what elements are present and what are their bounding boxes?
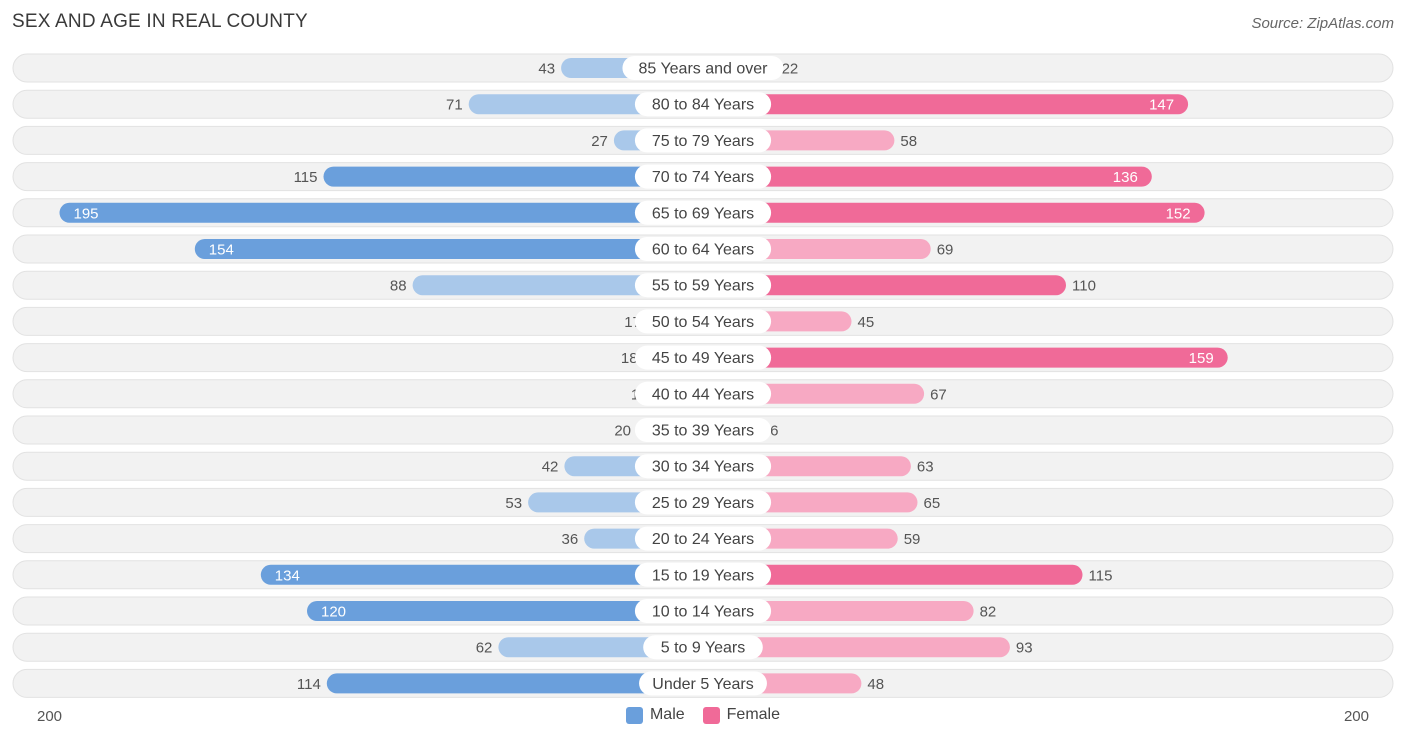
male-value-label: 27 <box>591 133 608 150</box>
female-bar <box>703 202 1205 223</box>
category-label-pill <box>634 381 772 406</box>
category-label: 20 to 24 Years <box>652 531 754 548</box>
legend-label-female: Female <box>726 706 781 723</box>
category-label: 70 to 74 Years <box>652 169 754 186</box>
category-label-pill <box>634 273 772 298</box>
axis-left-max-label: 200 <box>37 708 63 725</box>
category-label: 30 to 34 Years <box>652 459 754 476</box>
male-value-label: 114 <box>297 676 321 693</box>
category-label-pill <box>634 418 772 442</box>
category-label-pill <box>639 671 767 696</box>
male-value-label: 88 <box>390 278 407 295</box>
category-label: 60 to 64 Years <box>652 242 754 259</box>
legend-swatch-female <box>702 706 720 724</box>
female-value-label: 152 <box>1166 205 1191 222</box>
female-value-label: 48 <box>867 676 884 693</box>
legend-swatch-male <box>625 706 643 724</box>
male-value-label: 18 <box>621 350 638 367</box>
category-label-pill <box>622 56 784 80</box>
male-value-label: 20 <box>614 423 631 440</box>
category-label: 25 to 29 Years <box>652 495 754 512</box>
legend-item-male[interactable]: Male <box>625 706 685 724</box>
category-label-pill <box>634 454 772 479</box>
female-bar <box>703 94 1189 115</box>
male-value-label: 195 <box>74 205 99 222</box>
male-bar <box>326 673 703 694</box>
legend: Male Female <box>0 706 1406 724</box>
category-label: 85 Years and over <box>639 61 769 78</box>
category-label: 45 to 49 Years <box>652 350 754 367</box>
male-bar <box>260 564 703 585</box>
category-label: 15 to 19 Years <box>652 567 754 584</box>
male-bar <box>323 166 703 187</box>
category-label-pill <box>634 345 772 370</box>
category-label: 65 to 69 Years <box>652 205 754 222</box>
category-label: 10 to 14 Years <box>652 604 754 621</box>
female-value-label: 63 <box>917 459 934 476</box>
female-value-label: 67 <box>930 386 947 403</box>
male-bar <box>307 601 703 621</box>
male-value-label: 53 <box>505 495 522 512</box>
male-value-label: 42 <box>542 459 559 476</box>
category-label: 80 to 84 Years <box>652 97 754 114</box>
male-bar <box>59 202 703 223</box>
female-bar <box>703 166 1152 187</box>
category-label: 55 to 59 Years <box>652 278 754 295</box>
female-value-label: 136 <box>1113 169 1138 186</box>
female-value-label: 110 <box>1072 278 1096 295</box>
category-label-pill <box>634 599 772 623</box>
category-label-pill <box>643 635 763 660</box>
male-bar <box>194 239 704 259</box>
female-value-label: 147 <box>1149 97 1174 114</box>
female-bar <box>703 601 974 621</box>
female-value-label: 93 <box>1016 640 1033 657</box>
female-bar <box>703 637 1010 658</box>
male-value-label: 134 <box>275 567 300 584</box>
source-label: Source: ZipAtlas.com <box>1251 15 1394 32</box>
female-bar <box>703 347 1228 368</box>
female-bar <box>703 275 1066 296</box>
female-value-label: 82 <box>980 604 997 621</box>
female-value-label: 59 <box>904 531 921 548</box>
category-label: 50 to 54 Years <box>652 314 754 331</box>
category-label-pill <box>634 200 772 225</box>
male-value-label: 71 <box>446 97 463 114</box>
male-value-label: 36 <box>562 531 579 548</box>
male-value-label: 43 <box>538 61 555 78</box>
category-label-pill <box>634 164 772 189</box>
male-value-label: 154 <box>209 242 234 259</box>
female-value-label: 22 <box>782 61 799 78</box>
female-value-label: 45 <box>858 314 875 331</box>
male-bar <box>412 275 703 296</box>
axis-right-max-label: 200 <box>1343 708 1369 725</box>
category-label-pill <box>634 92 772 117</box>
category-label: Under 5 Years <box>652 676 753 693</box>
female-value-label: 58 <box>900 133 917 150</box>
category-label: 5 to 9 Years <box>661 640 746 657</box>
female-value-label: 115 <box>1089 567 1113 584</box>
female-value-label: 159 <box>1189 350 1214 367</box>
category-label-pill <box>634 128 772 153</box>
category-label: 40 to 44 Years <box>652 386 754 403</box>
legend-label-male: Male <box>649 706 685 723</box>
female-value-label: 65 <box>924 495 941 512</box>
category-label: 35 to 39 Years <box>652 423 754 440</box>
male-value-label: 120 <box>321 604 346 621</box>
male-value-label: 62 <box>476 640 493 657</box>
category-label-pill <box>634 490 772 515</box>
male-value-label: 115 <box>294 169 318 186</box>
legend-item-female[interactable]: Female <box>702 706 781 724</box>
female-bar <box>703 564 1083 585</box>
chart-title: SEX AND AGE IN REAL COUNTY <box>12 11 308 32</box>
category-label: 75 to 79 Years <box>652 133 754 150</box>
category-label-pill <box>634 562 772 587</box>
female-value-label: 69 <box>937 242 954 259</box>
category-label-pill <box>634 309 772 334</box>
category-label-pill <box>634 237 772 261</box>
category-label-pill <box>634 526 772 551</box>
